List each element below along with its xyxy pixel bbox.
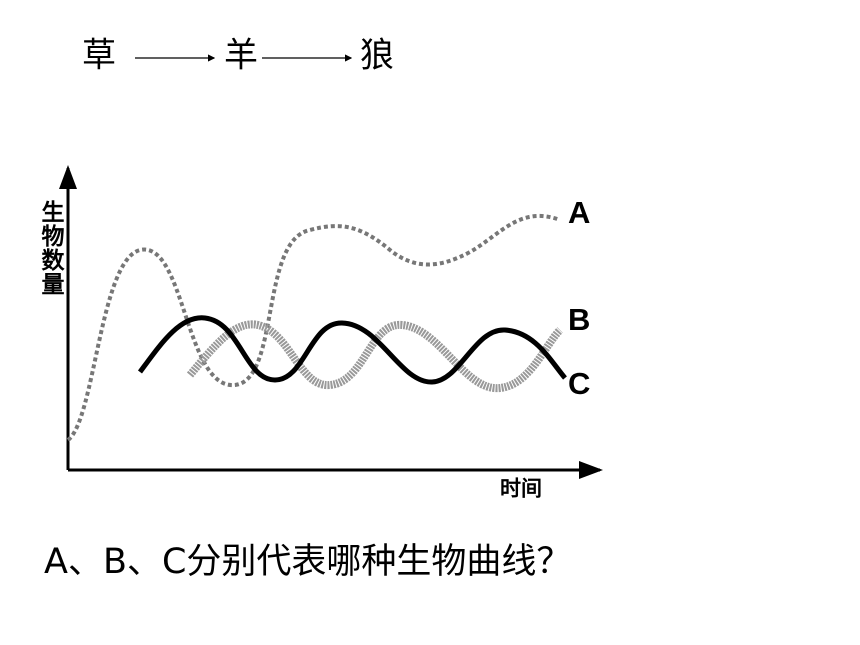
y-axis-label: 生物数量 <box>37 200 64 296</box>
organism: 羊 <box>224 36 258 76</box>
question: A、B、C分别代表哪种生物曲线？ <box>44 542 571 582</box>
organism: 狼 <box>360 36 394 76</box>
curve-c <box>137 315 567 385</box>
organism: 草 <box>82 36 116 76</box>
curve-label: B <box>568 302 590 337</box>
curve-label: A <box>568 195 590 230</box>
curve-a <box>66 213 561 442</box>
curve-label: C <box>568 366 590 401</box>
x-axis-label: 时间 <box>500 476 542 501</box>
curve-b <box>186 320 563 393</box>
